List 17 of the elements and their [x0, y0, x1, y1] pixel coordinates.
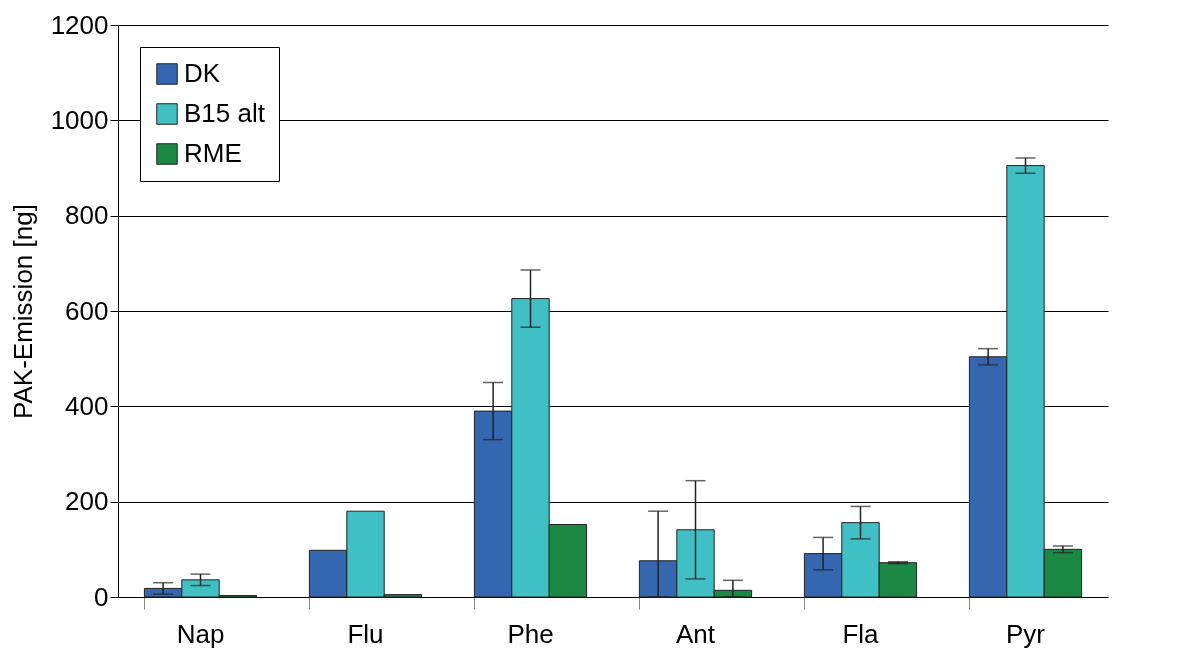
x-tick-label: Fla: [842, 618, 880, 649]
y-tick-label: 800: [65, 200, 109, 231]
legend-label: B15 alt: [184, 98, 266, 128]
y-axis-title: PAK-Emission [ng]: [7, 204, 38, 419]
x-tick-label: Phe: [507, 618, 554, 649]
y-tick-label: 600: [65, 295, 109, 326]
y-tick-label: 1000: [50, 104, 109, 135]
y-tick-label: 200: [65, 486, 109, 517]
x-tick-label: Pyr: [1006, 618, 1046, 649]
y-tick-label: 400: [65, 390, 109, 421]
x-tick-label: Nap: [176, 618, 225, 649]
x-tick-label: Flu: [347, 618, 384, 649]
legend-label: DK: [184, 58, 221, 88]
x-tick-label: Ant: [675, 618, 716, 649]
y-tick-label: 0: [94, 581, 109, 612]
y-tick-label: 1200: [50, 9, 109, 40]
legend-label: RME: [184, 138, 242, 168]
